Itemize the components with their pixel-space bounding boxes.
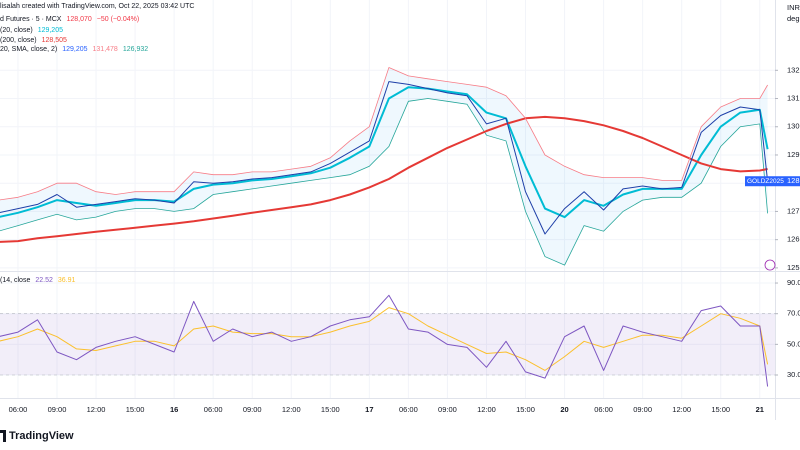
series-line (0, 86, 769, 219)
logo: TradingView (0, 430, 74, 442)
legend-name: (20, close) (0, 27, 33, 34)
y-tick-label: 130, (787, 122, 800, 131)
legend-ema: (20, close) 129,205 (0, 26, 68, 35)
x-tick-label: 09:00 (438, 405, 457, 414)
credit: lisalah created with TradingView.com, Oc… (0, 3, 195, 10)
header-credit: lisalah created with TradingView.com, Oc… (0, 2, 199, 11)
band-upper (0, 67, 768, 201)
x-tick-label: 06:00 (594, 405, 613, 414)
legend-sma: (200, close) 128,505 (0, 36, 72, 45)
y-tick-label: 132, (787, 65, 800, 74)
x-tick-label: 09:00 (48, 405, 67, 414)
legend-rsi: (14, close 22.52 36.91 (0, 276, 80, 285)
price-tag (745, 176, 800, 187)
axes: INR deg 06:00 09:00 12:00 15:00 16 06:00 09:00… (0, 0, 800, 420)
price-tag-label: 128, (787, 176, 800, 185)
legend-value: 126,932 (122, 46, 149, 53)
price-change: −50 (−0.04%) (96, 16, 140, 23)
y-tick-label: 131, (787, 94, 800, 103)
legend-value: 36.91 (57, 277, 76, 284)
x-tick-label: 17 (365, 405, 373, 414)
series-line (0, 115, 768, 243)
x-tick-label: 20 (560, 405, 568, 414)
header-symbol: d Futures · 5 · MCX 128,070 −50 (−0.04%) (0, 15, 144, 24)
x-tick-label: 06:00 (9, 405, 28, 414)
x-tick-label: 09:00 (633, 405, 652, 414)
y-tick-label: 129, (787, 150, 800, 159)
symbol: d Futures · 5 · MCX (0, 16, 62, 23)
price-pane (0, 0, 775, 271)
series-line (0, 307, 769, 371)
rsi-pane (0, 272, 775, 398)
y-tick-label: 125, (787, 263, 800, 272)
legend-value: 128,505 (41, 37, 67, 44)
x-tick-label: 12:00 (477, 405, 496, 414)
x-tick-label: 09:00 (243, 405, 262, 414)
legend-value: 129,205 (37, 27, 63, 34)
x-tick-label: 15:00 (126, 405, 145, 414)
x-tick-label: 06:00 (204, 405, 223, 414)
x-tick-label: 12:00 (87, 405, 106, 414)
legend-value: 129,205 (62, 46, 88, 53)
band-fill (0, 67, 768, 266)
x-tick-label: 15:00 (321, 405, 340, 414)
brand: TradingView (9, 430, 74, 442)
y-tick-label: 90.00 (787, 278, 800, 287)
y-tick-label: 126, (787, 235, 800, 244)
alert-icon[interactable] (764, 259, 776, 271)
x-tick-label: 15:00 (516, 405, 535, 414)
legend-value: 131,478 (92, 46, 118, 53)
x-tick-label: 12:00 (282, 405, 301, 414)
band-lower (0, 98, 768, 266)
logo-mark (0, 430, 6, 442)
legend-name: (200, close) (0, 37, 37, 44)
last-price: 128,070 (66, 16, 92, 23)
price-tag-name: GOLDZ2025 (747, 178, 784, 185)
series-line (0, 294, 769, 387)
y-tick-label: 50.00 (787, 339, 800, 348)
x-tick-label: 06:00 (399, 405, 418, 414)
axis-note: deg (787, 14, 800, 23)
y-tick-label: 127, (787, 206, 800, 215)
rsi-band (0, 313, 775, 376)
x-tick-label: 21 (756, 405, 764, 414)
legend-value: 22.52 (35, 277, 53, 284)
y-tick-label: 70.00 (787, 309, 800, 318)
x-tick-label: 16 (170, 405, 178, 414)
legend-bb: 20, SMA, close, 2) 129,205 131,478 126,932 (0, 45, 153, 54)
legend-name: (14, close (0, 277, 31, 284)
axis-unit: INR (787, 3, 800, 12)
series-line (0, 81, 769, 235)
legend-name: 20, SMA, close, 2) (0, 46, 58, 53)
x-tick-label: 12:00 (672, 405, 691, 414)
x-tick-label: 15:00 (711, 405, 730, 414)
y-tick-label: 30.00 (787, 370, 800, 379)
